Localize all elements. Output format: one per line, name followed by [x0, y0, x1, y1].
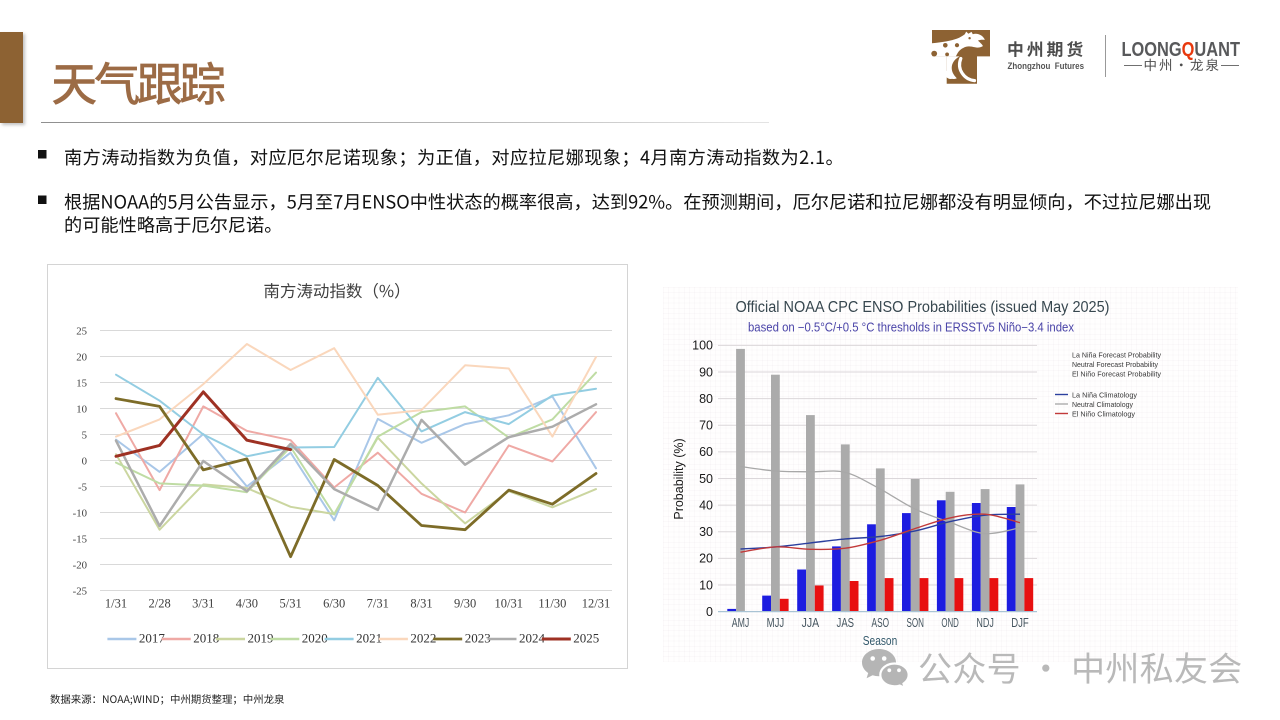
svg-text:100: 100 — [692, 339, 713, 353]
svg-text:2025: 2025 — [573, 631, 599, 646]
svg-text:DJF: DJF — [1011, 616, 1029, 630]
svg-text:0: 0 — [82, 456, 87, 468]
svg-text:-25: -25 — [73, 586, 87, 598]
svg-text:8/31: 8/31 — [410, 597, 432, 611]
svg-text:LOONGQUANT: LOONGQUANT — [1122, 39, 1241, 61]
svg-text:2018: 2018 — [193, 631, 219, 646]
svg-text:NDJ: NDJ — [976, 616, 994, 630]
svg-text:Season: Season — [863, 633, 898, 648]
svg-text:JJA: JJA — [802, 616, 820, 630]
svg-text:10: 10 — [699, 578, 713, 592]
svg-text:6/30: 6/30 — [323, 597, 345, 611]
svg-text:-15: -15 — [73, 534, 87, 546]
svg-text:2024: 2024 — [519, 631, 546, 646]
svg-text:25: 25 — [76, 326, 87, 338]
svg-text:SON: SON — [906, 616, 924, 630]
svg-text:Zhongzhou Futures: Zhongzhou Futures — [1008, 61, 1085, 72]
svg-text:90: 90 — [699, 365, 713, 379]
svg-text:1/31: 1/31 — [105, 597, 127, 611]
svg-text:20: 20 — [76, 352, 87, 364]
svg-text:0: 0 — [706, 605, 713, 619]
svg-text:El Niño Climatology: El Niño Climatology — [1072, 410, 1135, 419]
svg-text:Neutral Forecast Probability: Neutral Forecast Probability — [1072, 360, 1158, 369]
svg-text:60: 60 — [699, 445, 713, 459]
svg-text:5: 5 — [82, 430, 87, 442]
svg-text:OND: OND — [941, 616, 959, 630]
svg-text:15: 15 — [76, 378, 87, 390]
svg-text:ASO: ASO — [872, 616, 890, 630]
svg-text:Neutral Climatology: Neutral Climatology — [1072, 400, 1133, 409]
svg-text:40: 40 — [699, 498, 713, 512]
svg-text:2019: 2019 — [248, 631, 274, 646]
svg-text:50: 50 — [699, 472, 713, 486]
svg-text:MJJ: MJJ — [767, 616, 785, 630]
svg-text:JAS: JAS — [837, 616, 855, 630]
svg-text:-20: -20 — [73, 560, 87, 572]
svg-text:20: 20 — [699, 552, 713, 566]
svg-text:2023: 2023 — [465, 631, 491, 646]
svg-text:-5: -5 — [78, 482, 87, 494]
svg-text:2020: 2020 — [302, 631, 328, 646]
svg-text:10: 10 — [76, 404, 87, 416]
svg-text:80: 80 — [699, 392, 713, 406]
svg-text:2021: 2021 — [356, 631, 382, 646]
svg-text:70: 70 — [699, 419, 713, 433]
svg-text:10/31: 10/31 — [495, 597, 523, 611]
svg-text:7/31: 7/31 — [367, 597, 389, 611]
svg-text:El Niño Forecast Probability: El Niño Forecast Probability — [1072, 370, 1161, 379]
svg-text:2022: 2022 — [410, 631, 436, 646]
svg-text:La Niña Forecast Probability: La Niña Forecast Probability — [1072, 351, 1161, 360]
svg-text:5/31: 5/31 — [279, 597, 301, 611]
svg-text:4/30: 4/30 — [236, 597, 258, 611]
svg-text:based on −0.5°C/+0.5 °C thresh: based on −0.5°C/+0.5 °C thresholds in ER… — [748, 321, 1075, 335]
svg-text:La Niña Climatology: La Niña Climatology — [1072, 391, 1137, 400]
svg-text:-10: -10 — [73, 508, 87, 520]
svg-text:2/28: 2/28 — [148, 597, 170, 611]
svg-text:11/30: 11/30 — [538, 597, 566, 611]
svg-text:AMJ: AMJ — [732, 616, 750, 630]
svg-text:Official NOAA CPC ENSO Probabi: Official NOAA CPC ENSO Probabilities (is… — [736, 299, 1110, 316]
svg-text:Probability (%): Probability (%) — [672, 438, 686, 519]
svg-text:9/30: 9/30 — [454, 597, 476, 611]
svg-text:12/31: 12/31 — [582, 597, 610, 611]
svg-text:2017: 2017 — [139, 631, 166, 646]
svg-text:30: 30 — [699, 525, 713, 539]
svg-text:3/31: 3/31 — [192, 597, 214, 611]
